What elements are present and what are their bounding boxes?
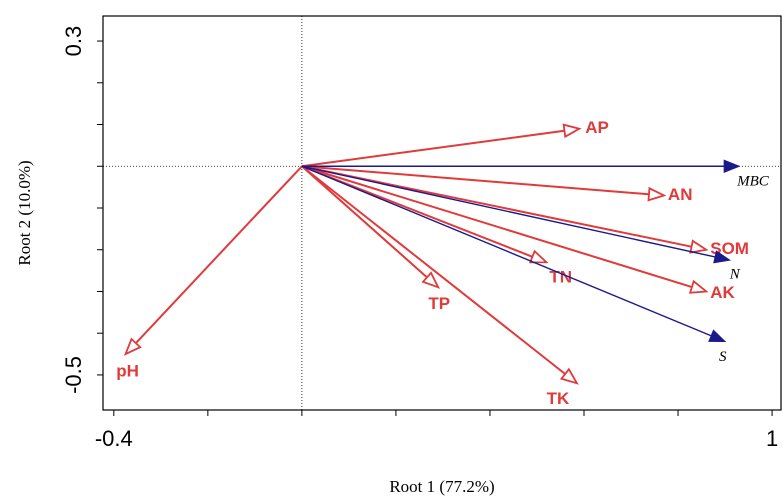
plot-frame (102, 15, 782, 411)
vector-label: TP (428, 294, 450, 313)
vector-label: N (729, 267, 741, 283)
vector-label: AK (710, 283, 735, 302)
vector-label: AN (668, 185, 693, 204)
vector-arrow (301, 165, 566, 375)
arrowhead (559, 367, 579, 385)
vector-arrow (135, 165, 303, 344)
arrowhead (123, 337, 142, 356)
x-tick-label: 1 (766, 426, 778, 451)
arrowhead (528, 249, 549, 264)
vector-label: MBC (736, 174, 770, 190)
arrowhead (688, 279, 709, 294)
vector-arrow (301, 129, 565, 168)
vector-arrow (301, 165, 533, 258)
vector-arrow (301, 165, 722, 341)
arrowhead (708, 329, 727, 343)
arrowhead (421, 271, 441, 289)
arrowhead (723, 159, 741, 173)
y-tick-label: -0.5 (61, 356, 86, 394)
x-axis-title: Root 1 (77.2%) (389, 477, 494, 496)
x-tick-label: -0.4 (95, 426, 133, 451)
arrowhead (713, 250, 732, 264)
vector-label: pH (116, 362, 139, 381)
vector-arrow (301, 165, 650, 196)
arrowhead (647, 186, 667, 202)
y-axis-title: Root 2 (10.0%) (15, 160, 34, 265)
vector-arrow (301, 165, 693, 288)
vector-arrow (301, 165, 428, 279)
arrowhead (689, 239, 709, 254)
vector-arrow (301, 165, 692, 248)
vector-label: AP (585, 118, 609, 137)
vector-label: TK (547, 389, 570, 408)
vector-label: TN (549, 268, 572, 287)
arrowhead (562, 123, 582, 139)
vector-label: S (719, 349, 727, 365)
vector-arrow (301, 165, 726, 260)
y-tick-label: 0.3 (61, 26, 86, 57)
